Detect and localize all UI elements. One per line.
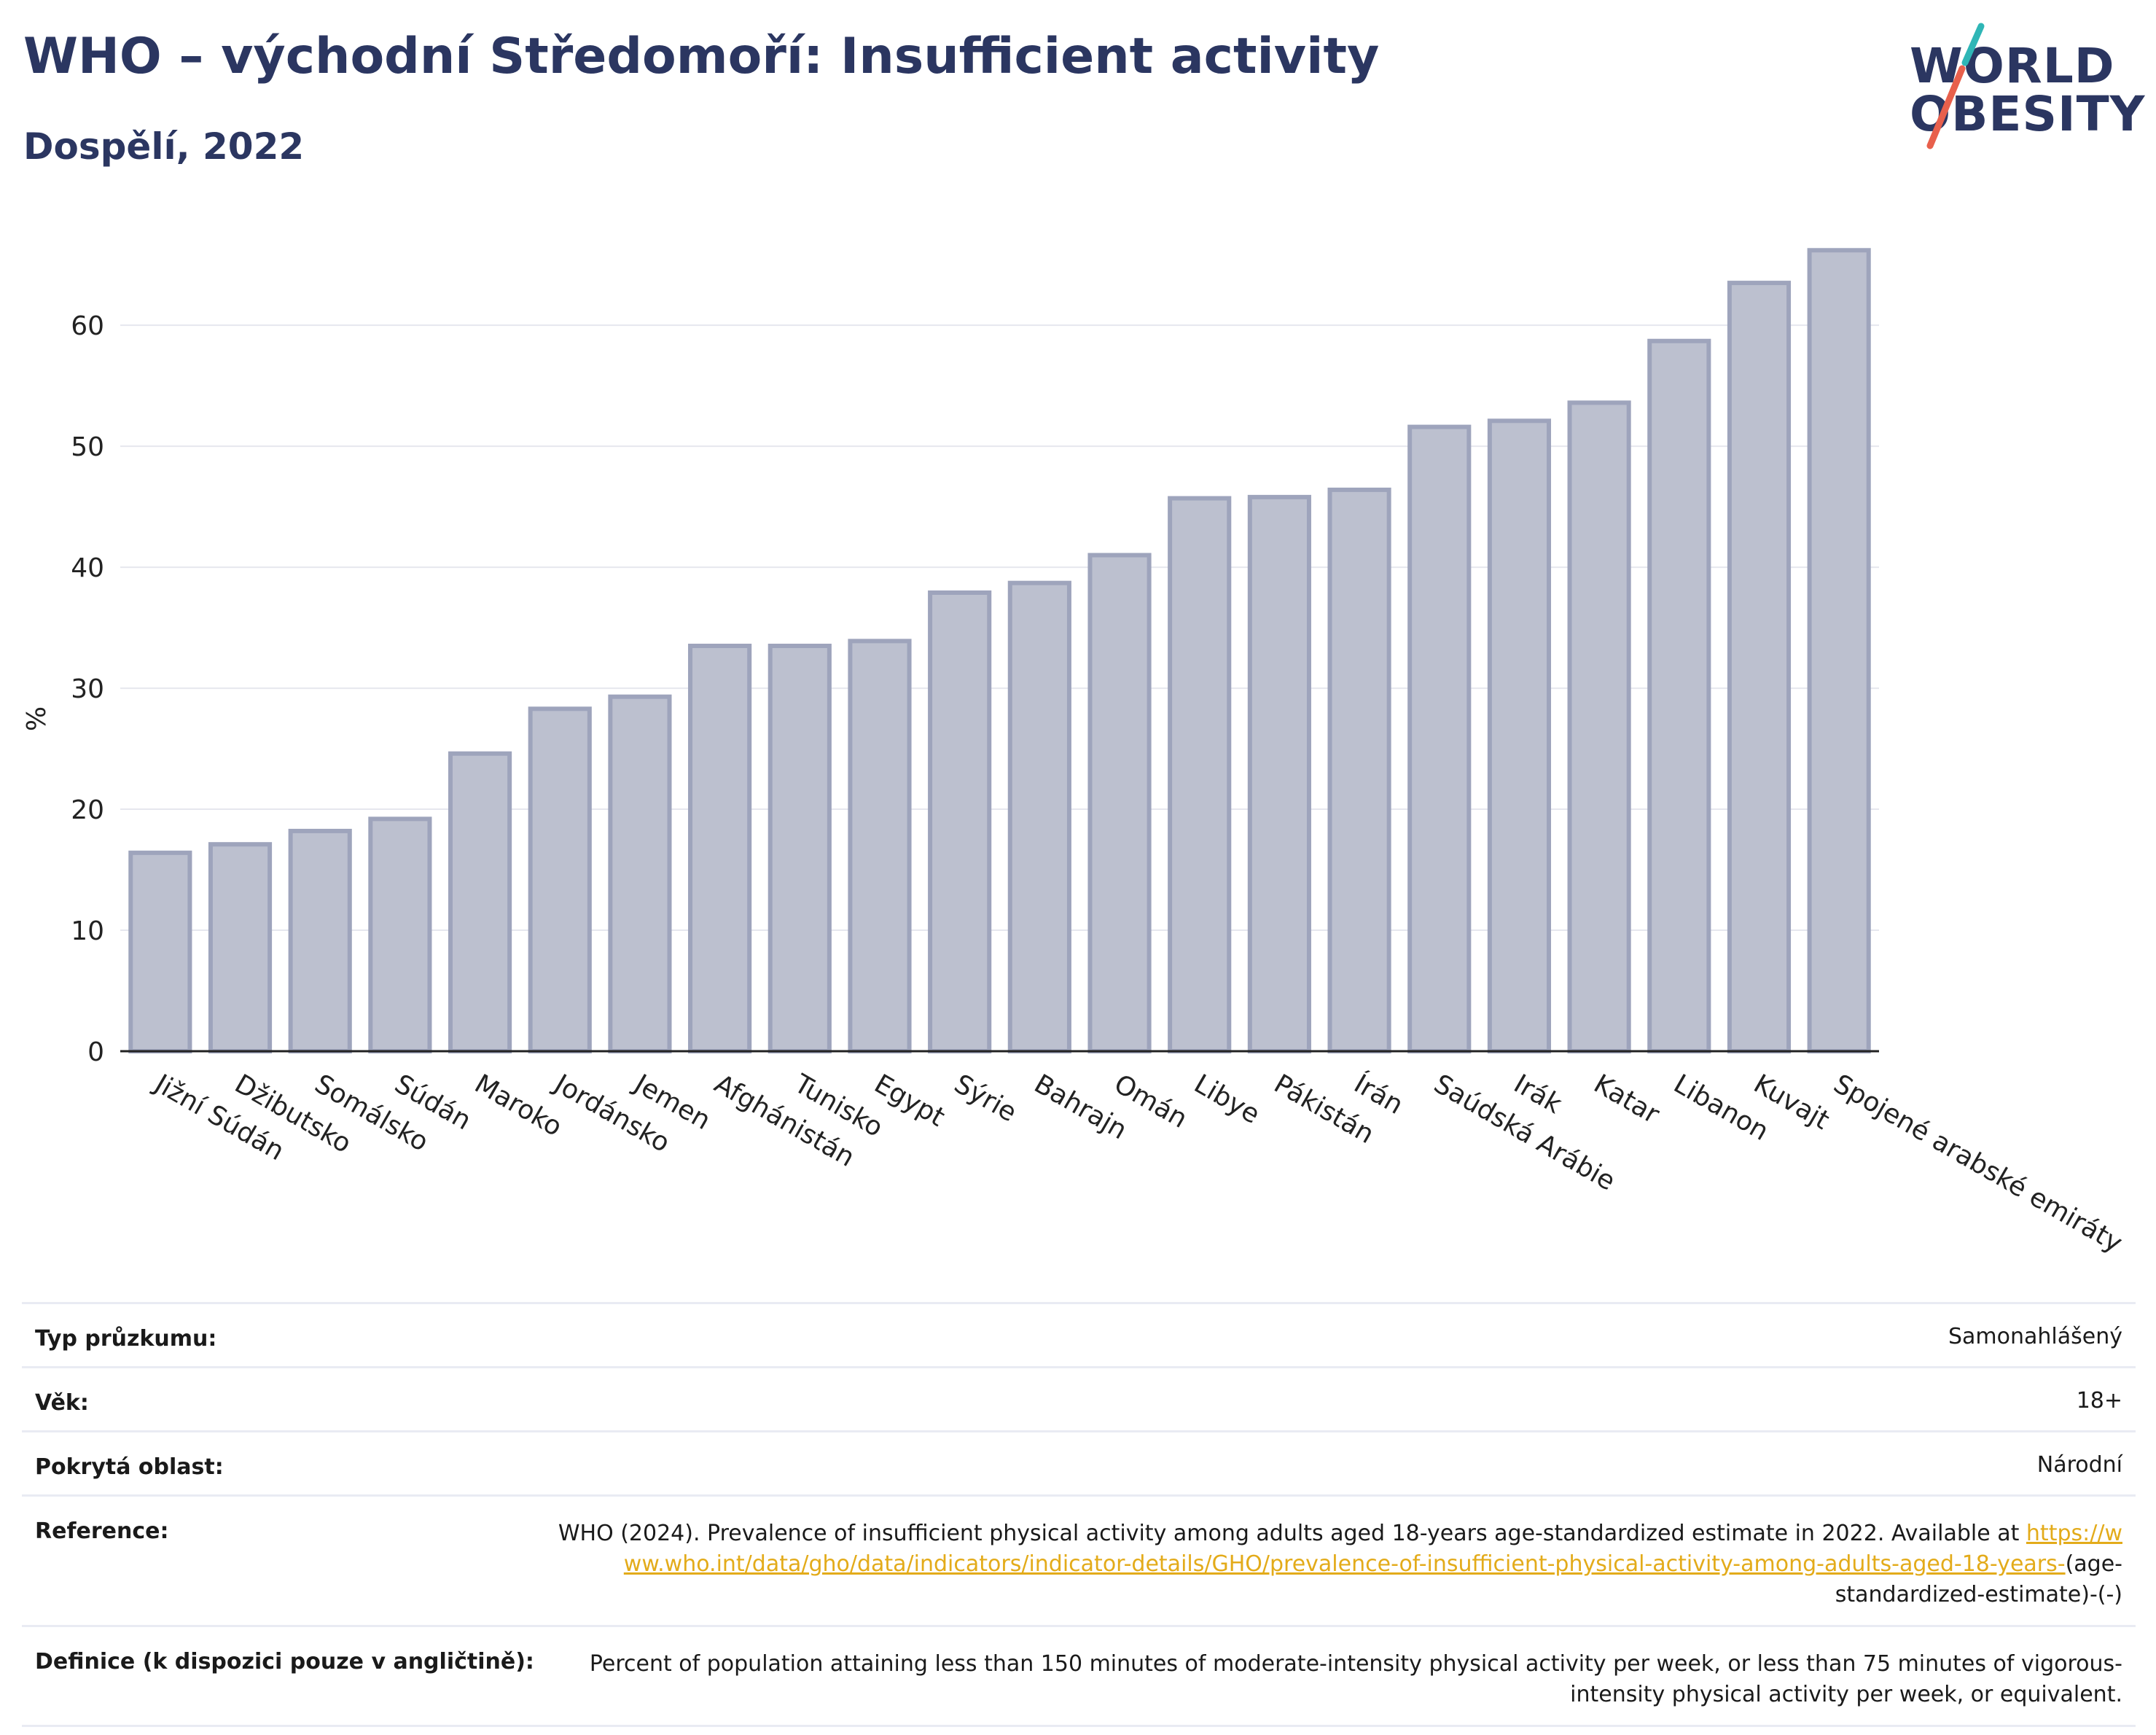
survey-type-label: Typ průzkumu:	[35, 1326, 217, 1352]
definition-label: Definice (k dispozici pouze v angličtině…	[35, 1649, 534, 1674]
x-tick-label: Maroko	[469, 1069, 567, 1142]
y-axis-label: %	[22, 706, 52, 731]
bar	[288, 828, 352, 1053]
chart-subtitle: Dospělí, 2022	[23, 125, 305, 168]
bar	[1327, 487, 1391, 1053]
bar	[1247, 494, 1311, 1054]
y-axis-ticks: 0 10 20 30 40 50 60	[71, 311, 104, 1067]
chart-title: WHO – východní Středomoří: Insufficient …	[23, 28, 1380, 85]
definition-value: Percent of population attaining less tha…	[589, 1651, 2122, 1707]
bar	[848, 639, 912, 1053]
metadata-table: Typ průzkumu: Samonahlášený Věk: 18+ Pok…	[22, 1302, 2136, 1727]
y-tick-label: 50	[71, 432, 104, 462]
bar	[128, 850, 192, 1053]
bar	[1407, 424, 1472, 1053]
bar	[768, 644, 832, 1053]
meta-row-area: Pokrytá oblast: Národní	[22, 1430, 2136, 1494]
y-tick-label: 40	[71, 553, 104, 583]
x-tick-label: Sýrie	[949, 1069, 1021, 1128]
x-tick-label: Katar	[1589, 1069, 1665, 1130]
bar	[1487, 418, 1552, 1053]
bar-chart: 0 10 20 30 40 50 60 Jižní SúdánDžibutskoSomáls…	[22, 248, 2128, 1259]
y-tick-label: 20	[71, 795, 104, 825]
logo-slash-icon	[1926, 23, 1985, 149]
reference-text: WHO (2024). Prevalence of insufficient p…	[558, 1521, 2020, 1546]
meta-row-survey-type: Typ průzkumu: Samonahlášený	[22, 1302, 2136, 1366]
reference-suffix: (age-standardized-estimate)-(-)	[1835, 1551, 2122, 1607]
x-tick-label: Spojené arabské emiráty	[1829, 1069, 2128, 1258]
bar	[928, 590, 992, 1053]
world-obesity-logo: WORLD OBESITY	[1895, 20, 2144, 159]
bar	[1727, 281, 1792, 1053]
area-label: Pokrytá oblast:	[35, 1454, 224, 1480]
meta-row-age: Věk: 18+	[22, 1366, 2136, 1430]
meta-row-definition: Definice (k dispozici pouze v angličtině…	[22, 1625, 2136, 1727]
bar	[528, 706, 592, 1054]
y-tick-label: 10	[71, 916, 104, 946]
bar	[688, 644, 752, 1053]
bar	[1087, 553, 1152, 1053]
x-tick-label: Libye	[1189, 1069, 1265, 1130]
chart-bars	[128, 248, 1871, 1054]
bar	[1007, 580, 1071, 1053]
x-axis-ticks: Jižní SúdánDžibutskoSomálskoSúdánMarokoJ…	[149, 1068, 2128, 1258]
area-value: Národní	[2036, 1452, 2122, 1478]
bar	[1168, 496, 1232, 1053]
meta-row-reference: Reference: WHO (2024). Prevalence of ins…	[22, 1494, 2136, 1625]
reference-value: WHO (2024). Prevalence of insufficient p…	[555, 1518, 2122, 1610]
bar	[1807, 248, 1871, 1054]
bar	[608, 694, 672, 1053]
y-tick-label: 0	[87, 1037, 104, 1067]
bar	[1647, 338, 1711, 1053]
y-tick-label: 30	[71, 674, 104, 704]
reference-link[interactable]: https://www.who.int/data/gho/data/indica…	[623, 1521, 2122, 1577]
age-label: Věk:	[35, 1390, 89, 1416]
age-value: 18+	[2076, 1388, 2122, 1414]
reference-label: Reference:	[35, 1518, 169, 1544]
bar	[368, 816, 432, 1054]
bar	[208, 842, 273, 1053]
logo-line-1: WORLD	[1910, 38, 2115, 94]
bar	[448, 751, 512, 1053]
y-tick-label: 60	[71, 311, 104, 341]
bar	[1567, 400, 1631, 1053]
survey-type-value: Samonahlášený	[1948, 1324, 2122, 1349]
